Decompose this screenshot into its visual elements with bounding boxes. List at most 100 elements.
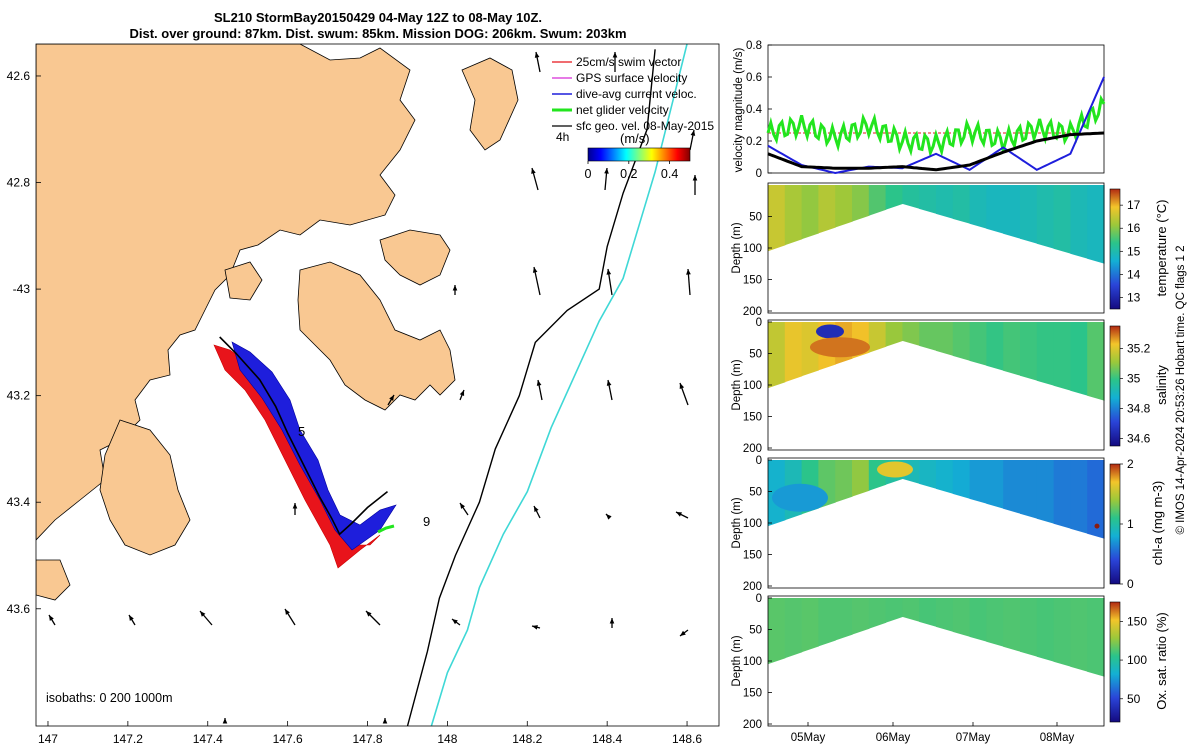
section-data-column bbox=[768, 185, 786, 252]
velocity-y-axis: 0 0.2 0.4 0.6 0.8 bbox=[746, 40, 772, 180]
section-y-tick-label: 0 bbox=[756, 317, 762, 329]
section-feature-fresh bbox=[816, 324, 844, 339]
section-data-column bbox=[784, 598, 803, 659]
colorbar-tick-label: 150 bbox=[1127, 614, 1147, 628]
section-data-column bbox=[868, 322, 887, 353]
section-data-column bbox=[835, 598, 853, 641]
section-colorbar-label: chl-a (mg m-3) bbox=[1150, 481, 1165, 566]
section-data-column bbox=[852, 185, 870, 222]
section-data-column bbox=[885, 185, 903, 210]
section-panel-1: 50 100 150 200 Depth (m) 13 14 15 16 17 temperatur… bbox=[731, 182, 1169, 318]
isobath-1000m bbox=[430, 44, 688, 726]
section-data-column bbox=[801, 322, 819, 377]
section-data-column bbox=[885, 598, 903, 623]
map-y-tick-label: 43.6 bbox=[7, 602, 31, 616]
current-arrow-head bbox=[604, 168, 609, 174]
current-arrow-head bbox=[534, 506, 539, 512]
colorbar-tick-label: 2 bbox=[1127, 457, 1134, 471]
section-data-column bbox=[835, 185, 853, 228]
section-data-column bbox=[1053, 460, 1071, 529]
current-arrow-head bbox=[452, 285, 458, 291]
section-data-column bbox=[1070, 460, 1088, 534]
section-data-column bbox=[1020, 185, 1038, 244]
colorbar-tick-label: 14 bbox=[1127, 267, 1141, 281]
section-data-column bbox=[952, 598, 971, 637]
current-arrow-head bbox=[222, 718, 228, 724]
section-data-column bbox=[986, 185, 1004, 234]
current-arrow-head bbox=[532, 625, 538, 630]
section-y-tick-label: 150 bbox=[743, 550, 762, 562]
velocity-y-tick-label: 0 bbox=[756, 168, 762, 180]
section-data-column bbox=[1087, 460, 1105, 539]
island-north bbox=[461, 57, 519, 151]
section-data-column bbox=[902, 322, 920, 346]
current-arrow-head bbox=[129, 615, 134, 621]
map-legend: 25cm/s swim vector GPS surface velocity … bbox=[552, 55, 714, 181]
current-arrow-head bbox=[534, 52, 540, 58]
colorbar-tick-label: 100 bbox=[1127, 653, 1147, 667]
velocity-axes bbox=[767, 44, 1105, 174]
glider-track-line bbox=[219, 336, 388, 536]
bruny-island bbox=[99, 419, 191, 556]
current-arrow-head bbox=[536, 380, 542, 386]
section-data-column bbox=[1070, 598, 1088, 672]
section-data-column bbox=[1070, 185, 1088, 259]
legend-gps-velocity: GPS surface velocity bbox=[576, 71, 687, 85]
current-arrow-head bbox=[686, 269, 691, 275]
section-y-tick-label: 50 bbox=[749, 349, 762, 361]
section-data-column bbox=[801, 185, 819, 240]
velocity-series-sfc-geo bbox=[767, 131, 1105, 172]
map-x-axis: 147 147.2 147.4 147.6 147.8 148 148.2 148.4 148.… bbox=[38, 721, 702, 746]
map-x-tick-label: 148.6 bbox=[672, 732, 702, 746]
colorbar-tick-label: 35.2 bbox=[1127, 342, 1151, 356]
section-colorbar-label: Ox. sat. ratio (%) bbox=[1154, 612, 1169, 710]
colorbar-tick-label: 13 bbox=[1127, 290, 1141, 304]
headland-east bbox=[379, 229, 451, 286]
map-x-tick-label: 147.2 bbox=[113, 732, 143, 746]
section-data-column bbox=[969, 460, 987, 504]
section-data-column bbox=[969, 322, 987, 366]
section-data-column bbox=[1053, 185, 1071, 254]
map-frame bbox=[35, 43, 720, 727]
map-x-tick-label: 147.4 bbox=[193, 732, 223, 746]
section-data-column bbox=[768, 322, 786, 389]
velocity-series bbox=[766, 76, 1106, 175]
current-arrow-head bbox=[49, 615, 54, 621]
velocity-y-tick-label: 0.6 bbox=[746, 72, 762, 84]
section-data-column bbox=[1036, 598, 1055, 662]
section-y-tick-label: 200 bbox=[743, 719, 762, 731]
section-data-column bbox=[1003, 185, 1021, 239]
map-y-axis: 42.6 42.8 -43 43.2 43.4 43.6 bbox=[7, 69, 41, 616]
section-y-tick-label: 150 bbox=[743, 688, 762, 700]
current-arrow-head bbox=[366, 611, 372, 617]
section-colorbar bbox=[1109, 601, 1121, 723]
section-data-column bbox=[919, 598, 937, 627]
section-data-column bbox=[818, 598, 836, 647]
section-data-column bbox=[1053, 598, 1071, 667]
section-data-column bbox=[919, 185, 937, 214]
title-line-1: SL210 StormBay20150429 04-May 12Z to 08-… bbox=[214, 10, 542, 25]
section-data-column bbox=[768, 598, 786, 665]
section-data-column bbox=[952, 185, 971, 224]
section-data-column bbox=[1053, 322, 1071, 391]
current-arrow-head bbox=[200, 611, 206, 617]
current-arrow-head bbox=[680, 630, 686, 636]
section-y-tick-label: 100 bbox=[743, 518, 762, 530]
section-data-column bbox=[885, 322, 903, 347]
section-outlier-point bbox=[1094, 523, 1100, 529]
section-data-column bbox=[1020, 322, 1038, 381]
isobaths-label: isobaths: 0 200 1000m bbox=[46, 691, 172, 705]
current-arrow-head bbox=[676, 512, 682, 517]
section-y-tick-label: 0 bbox=[756, 593, 762, 605]
section-data-column bbox=[986, 598, 1004, 647]
velocity-series-dive-avg bbox=[767, 76, 1105, 175]
velocity-y-tick-label: 0.2 bbox=[746, 136, 762, 148]
island-west bbox=[36, 559, 71, 601]
section-data-column bbox=[1003, 322, 1021, 376]
colorbar-tick-label: 1 bbox=[1127, 517, 1134, 531]
section-panel-2: 0 50 100 150 200 Depth (m) 34.6 34.8 35 35.2salin… bbox=[731, 317, 1169, 455]
section-panel-3: 0 50 100 150 200 Depth (m) 0 1 2 chl-a (mg m-3) bbox=[731, 455, 1165, 593]
current-arrow-head bbox=[606, 269, 612, 275]
